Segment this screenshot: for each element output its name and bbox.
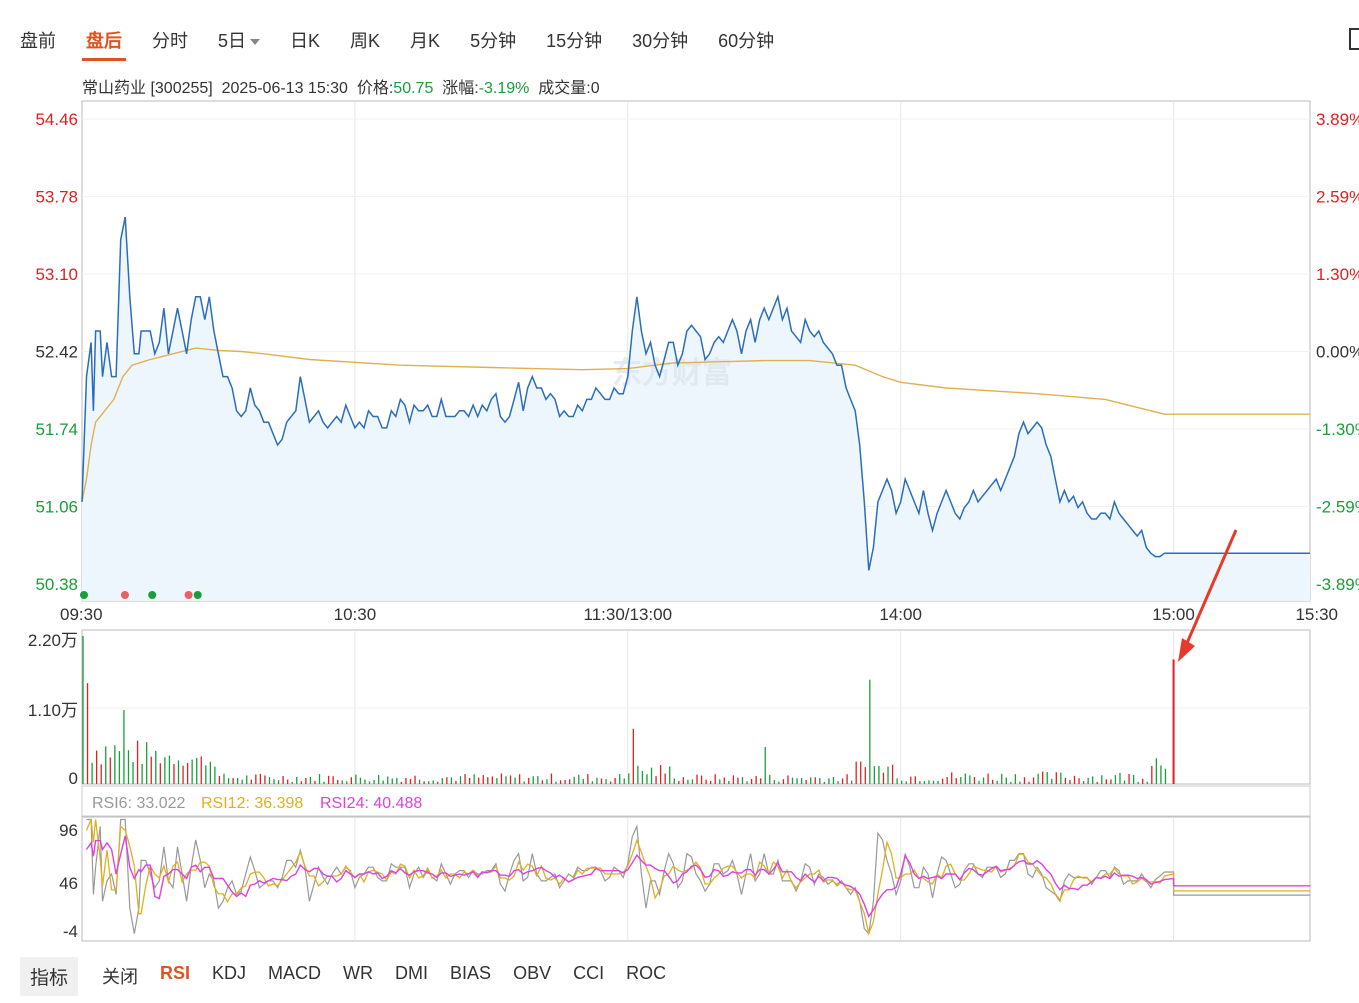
price-line bbox=[81, 216, 1310, 571]
volume-panel bbox=[81, 629, 1311, 785]
rsi-legend-2: RSI24: 40.488 bbox=[320, 795, 422, 812]
indicator-dmi[interactable]: DMI bbox=[395, 963, 429, 983]
y-tick-left-4: 51.74 bbox=[35, 420, 78, 439]
y-tick-right-1: 2.59% bbox=[1316, 188, 1359, 207]
chevron-down-icon bbox=[250, 39, 261, 46]
price-value: 50.75 bbox=[393, 80, 434, 97]
quote-datetime: 2025-06-13 15:30 bbox=[221, 80, 348, 97]
rsi-legend-0: RSI6: 33.022 bbox=[92, 795, 186, 812]
y-tick-left-2: 53.10 bbox=[35, 265, 78, 284]
price-area bbox=[82, 217, 1310, 601]
indicator-roc[interactable]: ROC bbox=[626, 963, 667, 983]
rsi12-line bbox=[85, 819, 1310, 936]
volume-label: 成交量: bbox=[538, 80, 591, 97]
change-label: 涨幅: bbox=[442, 80, 479, 97]
y-tick-right-2: 1.30% bbox=[1316, 265, 1359, 284]
tab-7[interactable]: 5分钟 bbox=[470, 31, 517, 51]
tab-2[interactable]: 分时 bbox=[152, 31, 188, 51]
fullscreen-icon[interactable] bbox=[1349, 28, 1359, 50]
event-dot-4 bbox=[193, 591, 202, 599]
y-tick-right-0: 3.89% bbox=[1316, 110, 1359, 129]
stock-name-code: 常山药业 [300255] bbox=[82, 80, 213, 97]
indicator-关闭[interactable]: 关闭 bbox=[102, 967, 139, 987]
vol-y-tick-1: 1.10万 bbox=[28, 701, 78, 720]
tab-10[interactable]: 60分钟 bbox=[718, 31, 775, 51]
indicator-rsi[interactable]: RSI bbox=[160, 963, 191, 983]
indicator-title[interactable]: 指标 bbox=[20, 956, 79, 996]
tab-3[interactable]: 5日 bbox=[218, 27, 261, 53]
y-tick-right-4: -1.30% bbox=[1316, 420, 1359, 439]
y-tick-left-1: 53.78 bbox=[35, 188, 78, 207]
tab-4[interactable]: 日K bbox=[290, 31, 321, 51]
indicator-wr[interactable]: WR bbox=[343, 963, 374, 983]
indicator-bias[interactable]: BIAS bbox=[450, 963, 492, 983]
indicator-kdj[interactable]: KDJ bbox=[212, 963, 247, 983]
event-dot-3 bbox=[184, 591, 193, 599]
y-tick-right-6: -3.89% bbox=[1316, 575, 1359, 594]
x-tick-3: 14:00 bbox=[879, 605, 922, 624]
tab-9[interactable]: 30分钟 bbox=[632, 31, 689, 51]
quote-info: 常山药业 [300255] 2025-06-13 15:30 价格:50.75 … bbox=[82, 74, 600, 98]
annotation-arrow-head bbox=[1178, 638, 1195, 662]
y-tick-left-3: 52.42 bbox=[35, 343, 78, 362]
change-value: -3.19% bbox=[478, 80, 530, 97]
x-tick-1: 10:30 bbox=[334, 605, 377, 624]
rsi-panel bbox=[81, 816, 1311, 942]
tab-8[interactable]: 15分钟 bbox=[546, 31, 603, 51]
y-tick-left-5: 51.06 bbox=[35, 498, 78, 517]
tab-5[interactable]: 周K bbox=[350, 31, 381, 51]
y-tick-right-3: 0.00% bbox=[1316, 343, 1359, 362]
y-tick-left-0: 54.46 bbox=[35, 110, 78, 129]
tab-0[interactable]: 盘前 bbox=[20, 31, 56, 51]
x-tick-5: 15:30 bbox=[1295, 605, 1338, 624]
event-dot-1 bbox=[120, 591, 129, 599]
x-tick-4: 15:00 bbox=[1152, 605, 1195, 624]
tab-6[interactable]: 月K bbox=[410, 31, 441, 51]
y-tick-right-5: -2.59% bbox=[1316, 498, 1359, 517]
indicator-macd[interactable]: MACD bbox=[268, 963, 322, 983]
rsi-y-tick-2: -4 bbox=[63, 922, 78, 941]
rsi-legend-panel bbox=[81, 785, 1311, 817]
vol-y-tick-0: 2.20万 bbox=[28, 631, 78, 650]
x-tick-0: 09:30 bbox=[60, 605, 103, 624]
avg-price-line bbox=[81, 347, 1310, 503]
tab-1[interactable]: 盘后 bbox=[82, 27, 126, 61]
vol-y-tick-2: 0 bbox=[69, 769, 78, 788]
rsi24-line bbox=[85, 835, 1310, 918]
indicator-cci[interactable]: CCI bbox=[573, 963, 605, 983]
rsi-legend-1: RSI12: 36.398 bbox=[201, 795, 303, 812]
rsi-y-tick-0: 96 bbox=[59, 821, 78, 840]
y-tick-left-6: 50.38 bbox=[35, 575, 78, 594]
price-label: 价格: bbox=[356, 80, 394, 97]
event-dot-0 bbox=[80, 591, 88, 599]
indicator-obv[interactable]: OBV bbox=[513, 963, 552, 983]
event-dot-2 bbox=[148, 591, 157, 599]
x-tick-2: 11:30/13:00 bbox=[584, 605, 673, 624]
period-tabs: 盘前 盘后 分时 5日 日K 周K 月K 5分钟 15分钟 30分钟 60分钟 bbox=[20, 22, 804, 61]
indicator-bar: 指标 关闭 RSI KDJ MACD WR DMI BIAS OBV CCI ROC bbox=[20, 956, 688, 996]
volume-value: 0 bbox=[590, 80, 600, 97]
rsi-y-tick-1: 46 bbox=[59, 874, 78, 893]
annotation-arrow-line bbox=[1182, 529, 1238, 651]
